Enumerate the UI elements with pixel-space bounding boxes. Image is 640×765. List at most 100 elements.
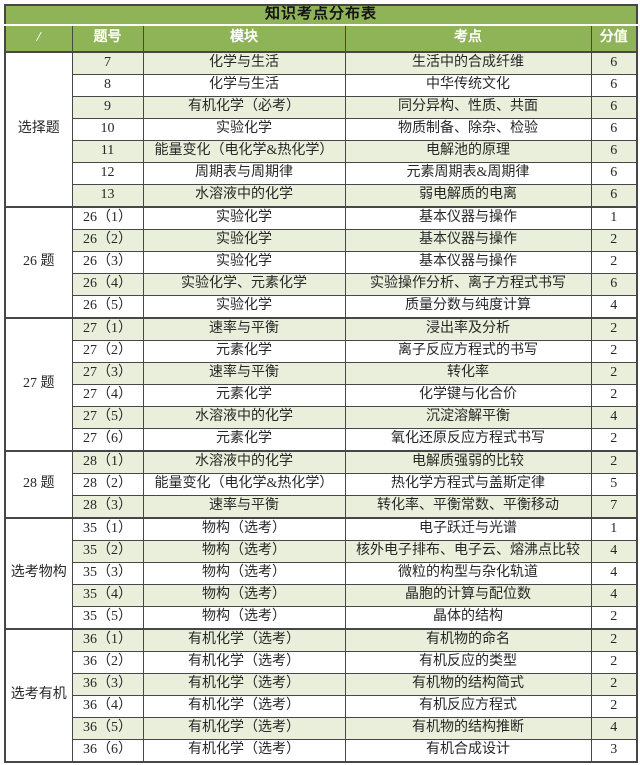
module-cell: 物构（选考） [142, 584, 346, 607]
column-header-module: 模块 [142, 24, 346, 53]
module-cell: 实验化学、元素化学 [142, 273, 346, 296]
point-cell: 浸出率及分析 [344, 317, 592, 341]
column-header-slash: / [4, 24, 73, 53]
module-cell: 水溶液中的化学 [142, 406, 346, 429]
table-row: 36（6） 有机化学（选考） 有机合成设计 3 [5, 739, 638, 763]
point-cell: 基本仪器与操作 [344, 206, 592, 230]
score-cell: 6 [590, 184, 638, 208]
qno-cell: 28（1） [71, 450, 144, 474]
score-cell: 2 [590, 606, 638, 630]
table-row: 28 题 28（1） 水溶液中的化学 电解质强弱的比较 2 [4, 450, 638, 519]
point-cell: 电子跃迁与光谱 [344, 517, 592, 541]
qno-cell: 26（5） [71, 295, 144, 319]
point-cell: 中华传统文化 [344, 74, 592, 97]
module-cell: 实验化学 [142, 295, 346, 319]
table-row: 27（3） 速率与平衡 转化率 2 [5, 362, 638, 385]
point-cell: 晶胞的计算与配位数 [344, 584, 592, 607]
score-cell: 3 [590, 739, 638, 763]
group-cell: 选择题 [4, 51, 73, 208]
table-row: 12 周期表与周期律 元素周期表&周期律 6 [5, 162, 638, 185]
qno-cell: 28（3） [71, 495, 144, 519]
table-row: 8 化学与生活 中华传统文化 6 [5, 74, 638, 97]
qno-cell: 10 [71, 118, 144, 141]
qno-cell: 12 [71, 162, 144, 185]
qno-cell: 35（2） [71, 540, 144, 563]
score-cell: 6 [590, 162, 638, 185]
module-cell: 速率与平衡 [142, 317, 346, 341]
score-cell: 4 [590, 540, 638, 563]
qno-cell: 27（5） [71, 406, 144, 429]
qno-cell: 27（1） [71, 317, 144, 341]
qno-cell: 36（1） [71, 628, 144, 652]
group-cell: 选考有机 [4, 628, 73, 763]
table-row: 10 实验化学 物质制备、除杂、检验 6 [5, 118, 638, 141]
module-cell: 能量变化（电化学&热化学） [142, 140, 346, 163]
score-cell: 4 [590, 295, 638, 319]
table-row: 35（4） 物构（选考） 晶胞的计算与配位数 4 [5, 584, 638, 607]
score-cell: 2 [590, 695, 638, 718]
point-cell: 物质制备、除杂、检验 [344, 118, 592, 141]
qno-cell: 28（2） [71, 473, 144, 496]
module-cell: 元素化学 [142, 384, 346, 407]
table-row: 36（5） 有机化学（选考） 有机物的结构推断 4 [5, 717, 638, 740]
qno-cell: 9 [71, 96, 144, 119]
table-row: 26（5） 实验化学 质量分数与纯度计算 4 [5, 295, 638, 319]
module-cell: 能量变化（电化学&热化学） [142, 473, 346, 496]
table-row: 26（2） 实验化学 基本仪器与操作 2 [5, 229, 638, 252]
table-title-row: 知识考点分布表 [3, 4, 639, 26]
module-cell: 实验化学 [142, 206, 346, 230]
point-cell: 有机物的结构简式 [344, 673, 592, 696]
score-cell: 4 [590, 717, 638, 740]
point-cell: 核外电子排布、电子云、熔沸点比较 [344, 540, 592, 563]
table-row: 26（3） 实验化学 基本仪器与操作 2 [5, 251, 638, 274]
score-cell: 2 [590, 251, 638, 274]
module-cell: 速率与平衡 [142, 495, 346, 519]
module-cell: 元素化学 [142, 428, 346, 452]
point-cell: 元素周期表&周期律 [344, 162, 592, 185]
point-cell: 热化学方程式与盖斯定律 [344, 473, 592, 496]
group-cell: 28 题 [4, 450, 73, 519]
point-cell: 沉淀溶解平衡 [344, 406, 592, 429]
table-row: 9 有机化学（必考） 同分异构、性质、共面 6 [5, 96, 638, 119]
module-cell: 元素化学 [142, 340, 346, 363]
point-cell: 基本仪器与操作 [344, 251, 592, 274]
score-cell: 2 [590, 651, 638, 674]
column-header-question-no: 题号 [71, 24, 144, 53]
qno-cell: 27（3） [71, 362, 144, 385]
score-cell: 2 [590, 362, 638, 385]
qno-cell: 36（6） [71, 739, 144, 763]
qno-cell: 26（2） [71, 229, 144, 252]
module-cell: 物构（选考） [142, 517, 346, 541]
point-cell: 氧化还原反应方程式书写 [344, 428, 592, 452]
table-row: 36（2） 有机化学（选考） 有机反应的类型 2 [5, 651, 638, 674]
table-row: 36（3） 有机化学（选考） 有机物的结构简式 2 [5, 673, 638, 696]
point-cell: 同分异构、性质、共面 [344, 96, 592, 119]
table-row: 27（5） 水溶液中的化学 沉淀溶解平衡 4 [5, 406, 638, 429]
qno-cell: 11 [71, 140, 144, 163]
score-cell: 6 [590, 74, 638, 97]
module-cell: 有机化学（选考） [142, 717, 346, 740]
table-row: 27（4） 元素化学 化学键与化合价 2 [5, 384, 638, 407]
module-cell: 实验化学 [142, 229, 346, 252]
score-cell: 6 [590, 273, 638, 296]
module-cell: 有机化学（必考） [142, 96, 346, 119]
qno-cell: 27（2） [71, 340, 144, 363]
module-cell: 速率与平衡 [142, 362, 346, 385]
table-row: 26（4） 实验化学、元素化学 实验操作分析、离子方程式书写 6 [5, 273, 638, 296]
table-row: 26 题 26（1） 实验化学 基本仪器与操作 1 [4, 206, 638, 319]
qno-cell: 26（1） [71, 206, 144, 230]
point-cell: 有机物的命名 [344, 628, 592, 652]
qno-cell: 8 [71, 74, 144, 97]
score-cell: 2 [590, 384, 638, 407]
module-cell: 周期表与周期律 [142, 162, 346, 185]
module-cell: 有机化学（选考） [142, 695, 346, 718]
point-cell: 微粒的构型与杂化轨道 [344, 562, 592, 585]
table-body: 选择题 7 化学与生活 生活中的合成纤维 6 8 化学与生活 中华传统文化 6 9 有机化学（必考）… [4, 51, 638, 763]
point-cell: 转化率 [344, 362, 592, 385]
column-header-point: 考点 [344, 24, 592, 53]
module-cell: 有机化学（选考） [142, 628, 346, 652]
knowledge-point-table: 知识考点分布表 / 题号 模块 考点 分值 选择题 7 化学与生活 生活中的合成纤维 6… [3, 4, 639, 763]
table-row: 35（3） 物构（选考） 微粒的构型与杂化轨道 4 [5, 562, 638, 585]
qno-cell: 27（6） [71, 428, 144, 452]
score-cell: 2 [590, 450, 638, 474]
